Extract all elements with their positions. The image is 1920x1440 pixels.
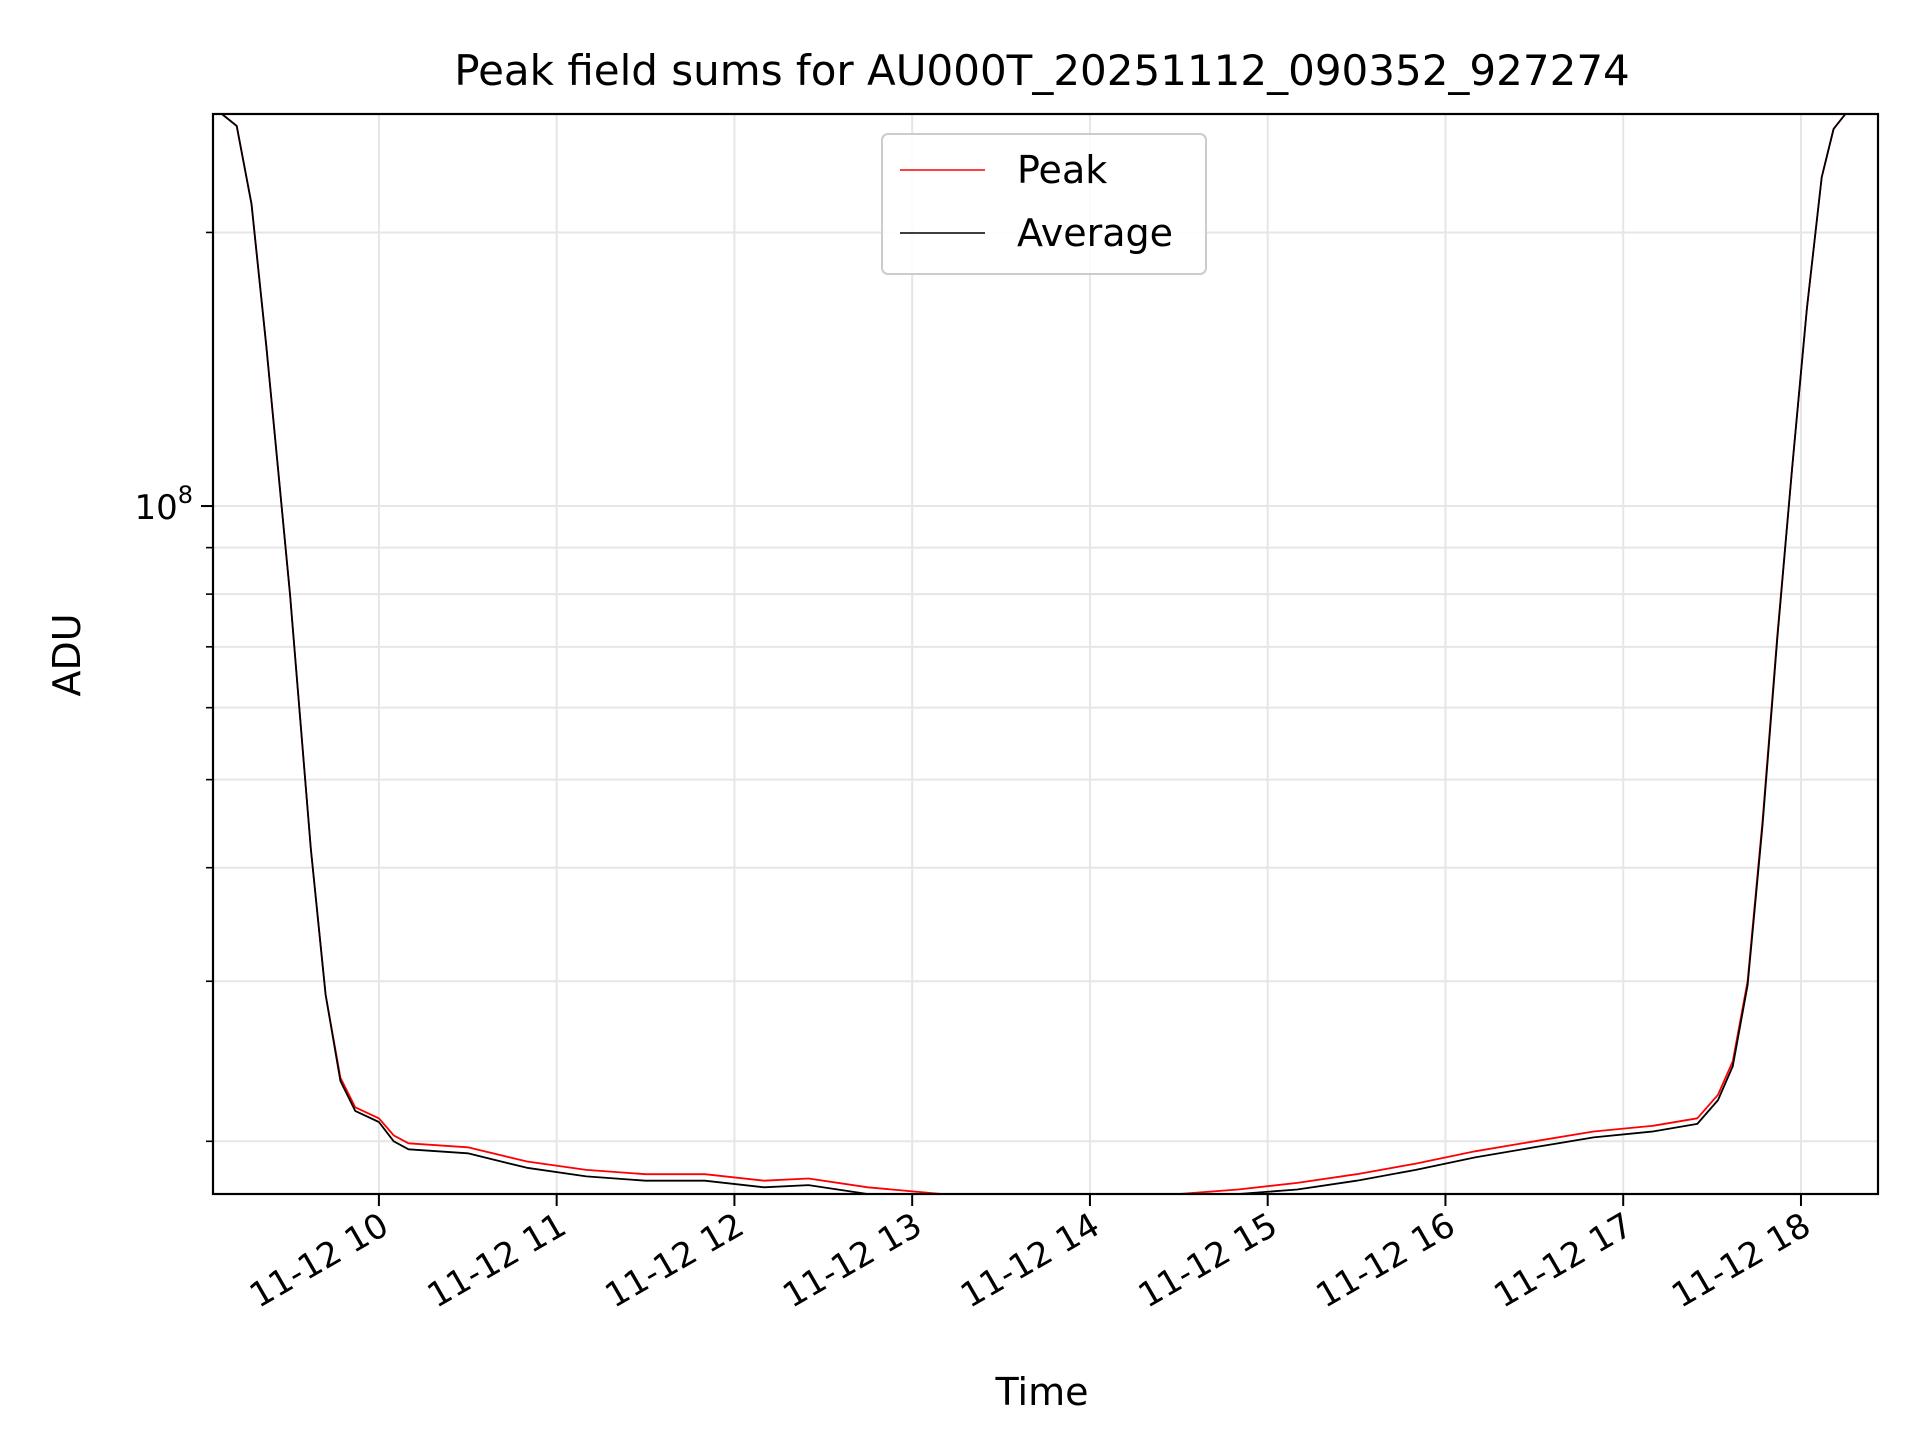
legend-label-peak: Peak	[1017, 148, 1107, 192]
legend-label-average: Average	[1017, 211, 1173, 255]
chart-title: Peak field sums for AU000T_20251112_0903…	[454, 46, 1630, 95]
y-tick-label-base: 10	[134, 488, 177, 528]
x-axis-label: Time	[995, 1370, 1089, 1414]
y-axis-label: ADU	[45, 613, 89, 696]
grid	[213, 114, 1878, 1194]
plot-frame	[211, 112, 1880, 1196]
y-tick-label-exponent: 8	[178, 481, 193, 509]
y-tick-label: 108	[134, 481, 193, 528]
legend: Peak Average	[881, 133, 1207, 275]
legend-box	[881, 133, 1207, 275]
